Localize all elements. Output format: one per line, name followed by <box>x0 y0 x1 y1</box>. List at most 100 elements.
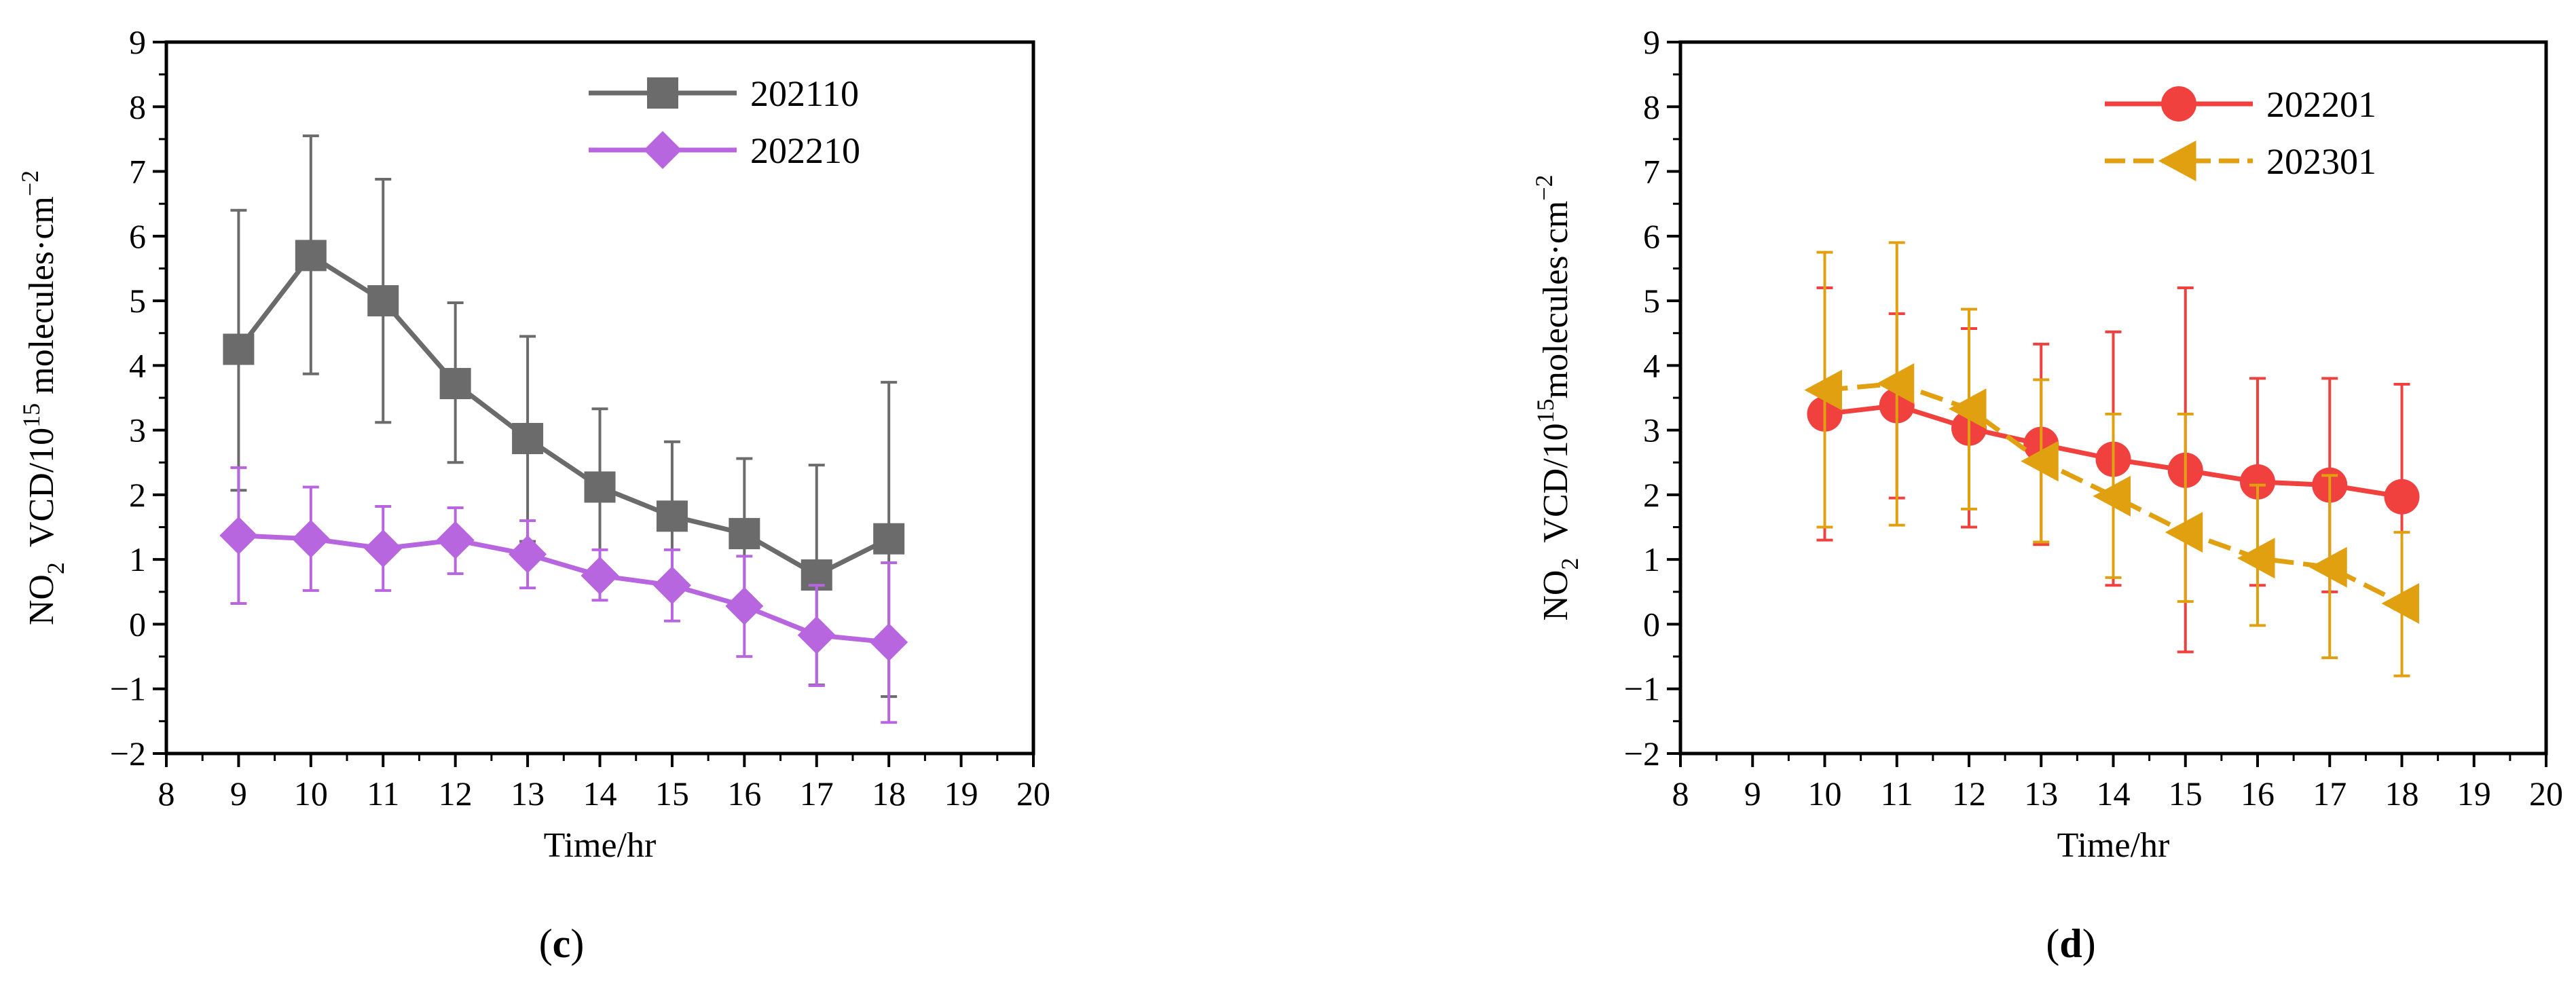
series-202110: 202110 <box>223 73 905 699</box>
y-tick-label: 2 <box>129 476 146 514</box>
y-tick-label: 7 <box>1643 153 1660 191</box>
y-tick-label: 7 <box>129 153 146 191</box>
y-axis-species: NO <box>1537 570 1575 621</box>
data-point <box>584 471 616 503</box>
data-point <box>1949 388 1987 430</box>
data-point <box>2021 441 2059 482</box>
data-point <box>2240 464 2275 500</box>
panel-label: (c) <box>539 921 585 966</box>
x-tick-label: 20 <box>2529 775 2563 813</box>
legend-swatch-marker <box>2158 141 2196 181</box>
x-tick-label: 8 <box>1672 775 1689 813</box>
y-axis-title: NO2 VCD/1015molecules·cm−2 <box>1530 174 1583 620</box>
legend-label: 202210 <box>750 130 860 171</box>
panel-label-letter: d <box>2059 921 2082 966</box>
x-axis-title: Time/hr <box>544 826 657 865</box>
data-point <box>2093 475 2131 517</box>
y-tick-label: 5 <box>1643 282 1660 320</box>
data-point <box>725 587 764 625</box>
x-tick-label: 11 <box>1881 775 1913 813</box>
data-point <box>581 557 619 595</box>
x-tick-label: 20 <box>1016 775 1050 813</box>
x-tick-label: 10 <box>294 775 328 813</box>
series-line <box>238 533 889 645</box>
y-tick-label: 1 <box>129 540 146 578</box>
x-tick-label: 13 <box>2024 775 2058 813</box>
panel-label-close: ) <box>570 921 584 966</box>
x-tick-label: 13 <box>511 775 545 813</box>
series-202210: 202210 <box>219 130 908 724</box>
data-point <box>291 519 330 558</box>
x-tick-label: 14 <box>583 775 617 813</box>
y-tick-label: −2 <box>1624 735 1660 773</box>
y-axis-unit-superscript: −2 <box>16 170 43 196</box>
data-point <box>729 518 760 550</box>
y-tick-label: 3 <box>129 411 146 449</box>
y-tick-label: 4 <box>129 346 146 384</box>
legend-label: 202201 <box>2266 84 2376 125</box>
y-tick-label: −1 <box>110 670 146 708</box>
y-axis-unit-suffix: molecules·cm <box>1537 201 1575 399</box>
x-tick-label: 15 <box>655 775 689 813</box>
data-point <box>295 240 327 272</box>
panel-label-close: ) <box>2082 921 2096 966</box>
x-tick-label: 9 <box>230 775 247 813</box>
x-tick-label: 12 <box>439 775 473 813</box>
y-tick-label: 0 <box>129 605 146 643</box>
data-point <box>223 333 255 365</box>
x-tick-label: 10 <box>1808 775 1842 813</box>
data-point <box>2384 479 2420 515</box>
y-tick-label: 2 <box>1643 476 1660 514</box>
data-point <box>364 529 403 568</box>
x-tick-label: 16 <box>727 775 761 813</box>
data-point <box>2381 582 2419 624</box>
x-tick-label: 19 <box>944 775 978 813</box>
data-point <box>873 523 905 555</box>
legend-swatch-marker <box>644 131 682 169</box>
y-axis-title: NO2 VCD/1015 molecules·cm−2 <box>16 170 69 625</box>
y-tick-label: 9 <box>1643 23 1660 61</box>
y-axis-exponent: 15 <box>1532 398 1559 423</box>
x-tick-label: 8 <box>158 775 175 813</box>
y-axis-species: NO <box>22 574 61 625</box>
x-tick-label: 12 <box>1952 775 1986 813</box>
data-point <box>509 535 547 574</box>
x-axis-title: Time/hr <box>2057 826 2170 865</box>
legend-swatch-marker <box>2161 86 2196 122</box>
y-tick-label: 0 <box>1643 605 1660 643</box>
y-axis-unit-suffix: molecules·cm <box>22 196 61 403</box>
data-point <box>656 500 688 532</box>
y-axis-exponent: 15 <box>18 403 45 428</box>
x-tick-label: 9 <box>1744 775 1761 813</box>
x-tick-label: 15 <box>2169 775 2203 813</box>
data-point <box>219 516 258 555</box>
data-point <box>367 285 399 317</box>
data-point <box>870 623 908 662</box>
y-tick-label: 1 <box>1643 540 1660 578</box>
y-tick-label: 5 <box>129 282 146 320</box>
y-tick-label: −1 <box>1624 670 1660 708</box>
panel-label-open: ( <box>2046 921 2059 966</box>
series-line <box>1824 381 2404 606</box>
x-tick-label: 17 <box>800 775 834 813</box>
y-axis-unit-prefix: VCD/10 <box>22 428 61 547</box>
data-point <box>2237 538 2275 579</box>
x-tick-label: 18 <box>2385 775 2419 813</box>
panel-label-letter: c <box>553 921 571 966</box>
y-axis-species-subscript: 2 <box>42 562 69 574</box>
data-point <box>512 423 544 455</box>
chart-panel-1: 8 9 10 11 12 13 14 15 16 17 18 19 20−2−10123456789Ti… <box>1530 23 2563 966</box>
x-tick-label: 11 <box>367 775 399 813</box>
panel-label-open: ( <box>539 921 553 966</box>
x-tick-label: 19 <box>2457 775 2491 813</box>
legend-label: 202110 <box>750 73 859 114</box>
y-axis-species-subscript: 2 <box>1556 558 1583 570</box>
data-point <box>1876 363 1915 405</box>
y-tick-label: 8 <box>1643 88 1660 126</box>
y-tick-label: 6 <box>1643 217 1660 255</box>
y-tick-label: 4 <box>1643 346 1660 384</box>
y-tick-label: 6 <box>129 217 146 255</box>
series-202301: 202301 <box>1804 141 2419 677</box>
y-tick-label: 3 <box>1643 411 1660 449</box>
